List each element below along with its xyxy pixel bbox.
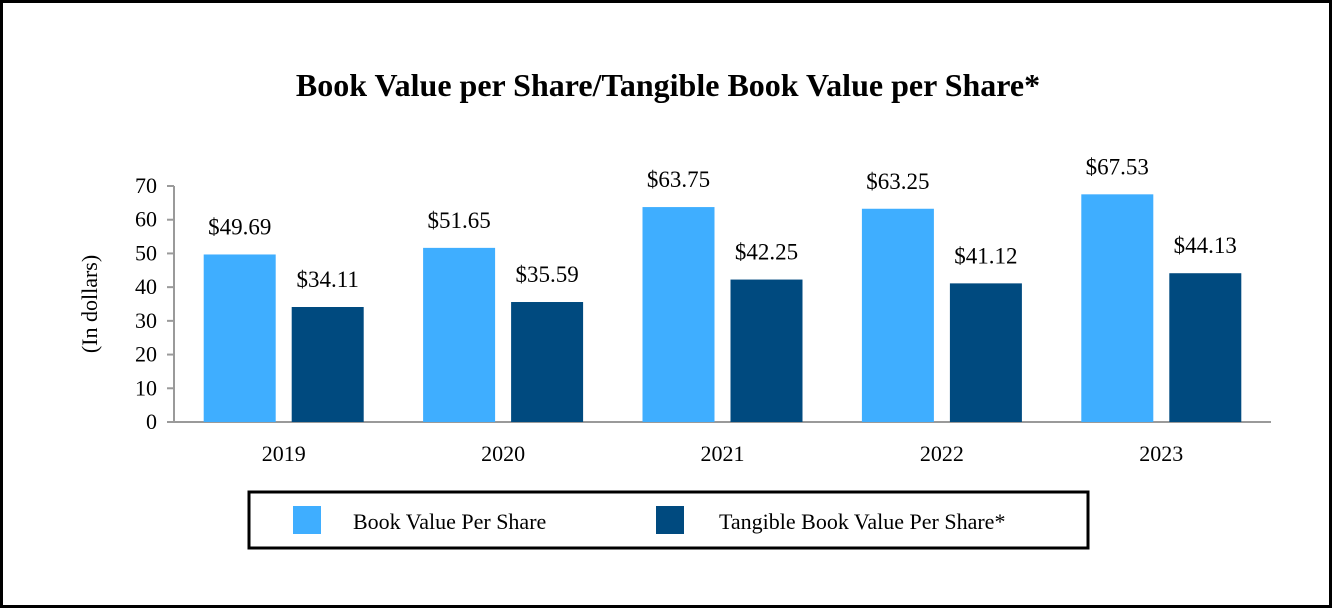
x-tick-label: 2021 (701, 441, 745, 466)
legend-label-tangible-book-value: Tangible Book Value Per Share* (719, 509, 1005, 534)
x-tick-label: 2020 (481, 441, 525, 466)
bar-chart: Book Value per Share/Tangible Book Value… (77, 67, 1271, 550)
x-tick-label: 2019 (262, 441, 306, 466)
bar (949, 283, 1022, 422)
y-tick-label: 20 (135, 342, 157, 367)
x-tick-label: 2023 (1139, 441, 1183, 466)
y-tick-label: 30 (135, 308, 157, 333)
y-tick-label: 40 (135, 274, 157, 299)
y-tick-label: 0 (146, 409, 157, 434)
y-tick-label: 50 (135, 240, 157, 265)
legend: Book Value Per Share Tangible Book Value… (247, 490, 1090, 550)
bar-value-label: $63.75 (647, 167, 710, 192)
bar-value-label: $49.69 (208, 214, 271, 239)
y-tick-label: 60 (135, 207, 157, 232)
bar-value-label: $42.25 (735, 240, 798, 265)
bar (203, 254, 276, 422)
bar-value-label: $44.13 (1174, 233, 1237, 258)
legend-label-book-value: Book Value Per Share (353, 509, 546, 534)
bar-value-label: $35.59 (515, 262, 578, 287)
bar-value-label: $67.53 (1086, 154, 1149, 179)
y-tick-label: 70 (135, 173, 157, 198)
y-axis-label: (In dollars) (77, 255, 102, 353)
bar (730, 279, 803, 422)
bar (511, 302, 584, 422)
legend-swatch-tangible-book-value (656, 506, 684, 534)
chart-title: Book Value per Share/Tangible Book Value… (296, 67, 1040, 103)
bar (642, 207, 715, 422)
bar-value-label: $34.11 (296, 267, 358, 292)
bar-value-label: $41.12 (954, 243, 1017, 268)
bar (1169, 273, 1242, 422)
x-tick-label: 2022 (920, 441, 964, 466)
plot-area: 0 10 20 30 40 50 60 70 $49.69 $34.11 2019 $51.65 $35… (135, 154, 1271, 466)
bar (1081, 194, 1154, 422)
bar (423, 247, 496, 422)
bar (291, 307, 364, 422)
bar-value-label: $63.25 (866, 169, 929, 194)
bar (861, 208, 934, 422)
y-tick-label: 10 (135, 375, 157, 400)
legend-swatch-book-value (293, 506, 321, 534)
bar-value-label: $51.65 (427, 208, 490, 233)
